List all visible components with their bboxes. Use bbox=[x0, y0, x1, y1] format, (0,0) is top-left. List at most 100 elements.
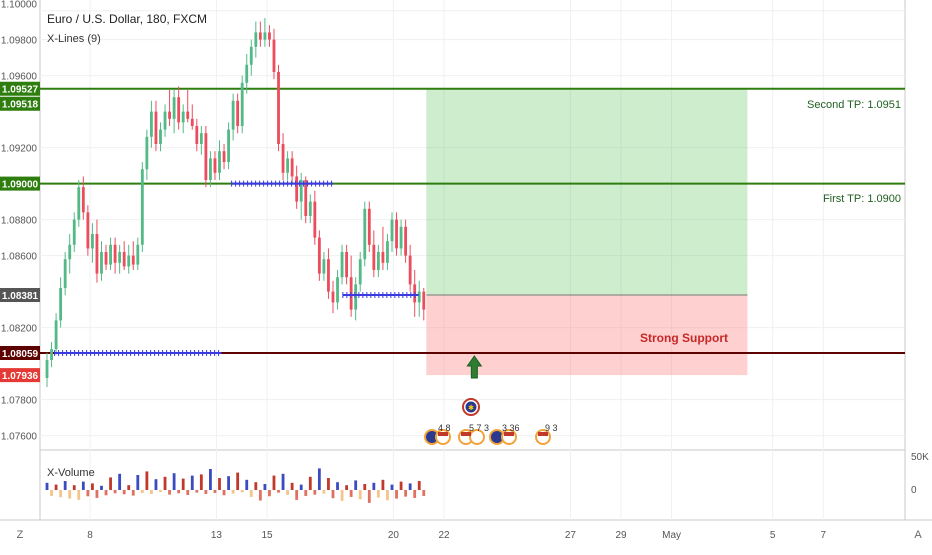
candle-body bbox=[45, 360, 49, 378]
volume-bar bbox=[131, 490, 135, 496]
volume-bar bbox=[240, 490, 244, 493]
volume-bar bbox=[177, 490, 181, 494]
volume-bar bbox=[322, 490, 326, 494]
candle-body bbox=[390, 219, 394, 242]
price-axis-highlights: 1.09527 1.09518 1.09000 1.08381 1.08059 1.079… bbox=[0, 81, 40, 383]
candle-body bbox=[322, 259, 326, 274]
zoom-button[interactable]: Z bbox=[17, 529, 24, 541]
volume-bar bbox=[381, 479, 385, 490]
candle-body bbox=[281, 144, 285, 173]
candle-body bbox=[258, 32, 262, 40]
volume-bar bbox=[422, 490, 426, 496]
volume-bar bbox=[109, 477, 112, 490]
volume-bar bbox=[304, 490, 308, 496]
price-highlight-label: 1.08059 bbox=[2, 349, 39, 360]
event-group-4[interactable]: 9 3 bbox=[535, 423, 558, 445]
candle bbox=[118, 244, 122, 274]
candle bbox=[122, 241, 126, 270]
volume-bar bbox=[336, 482, 339, 490]
volume-bar bbox=[363, 484, 367, 490]
candle-body bbox=[290, 158, 294, 177]
volume-bar bbox=[81, 481, 85, 490]
grid bbox=[40, 0, 905, 520]
candle-body bbox=[295, 176, 299, 202]
volume-bar bbox=[195, 490, 199, 493]
candle bbox=[417, 280, 421, 317]
volume-bar bbox=[268, 490, 271, 497]
candle-body bbox=[136, 244, 140, 265]
volume-bar bbox=[77, 490, 81, 500]
candle-body bbox=[100, 252, 103, 274]
price-highlight: 1.08381 bbox=[0, 288, 40, 303]
volume-bar bbox=[277, 490, 280, 493]
volume-bar bbox=[104, 490, 108, 496]
candle bbox=[231, 93, 235, 141]
candle-body bbox=[145, 136, 149, 170]
candle-body bbox=[213, 158, 217, 173]
candle bbox=[245, 54, 249, 94]
volume-bar bbox=[227, 476, 230, 490]
candle-body bbox=[286, 158, 290, 173]
candle bbox=[204, 126, 208, 188]
event-marker-eu[interactable]: ✱ bbox=[462, 398, 480, 416]
candle bbox=[50, 342, 53, 368]
candle bbox=[258, 21, 262, 47]
volume-bar bbox=[68, 490, 72, 499]
candle bbox=[404, 219, 408, 263]
candle-body bbox=[404, 226, 408, 256]
candle bbox=[131, 241, 135, 270]
candle bbox=[77, 180, 81, 227]
candle bbox=[213, 151, 217, 180]
price-tick: 1.09800 bbox=[1, 36, 38, 47]
candle-body bbox=[367, 208, 371, 245]
economic-event-markers[interactable]: ✱ 4 8 5 7 3 3 36 bbox=[424, 398, 558, 445]
volume-bar bbox=[417, 481, 421, 490]
volume-bar bbox=[254, 482, 258, 490]
long-signal-arrow-icon bbox=[466, 355, 483, 379]
volume-bar bbox=[50, 490, 53, 496]
volume-bar bbox=[367, 490, 371, 503]
candle-body bbox=[150, 111, 153, 137]
volume-bar bbox=[172, 473, 176, 490]
candle-body bbox=[104, 252, 108, 265]
candle-body bbox=[345, 252, 349, 278]
candle bbox=[290, 151, 294, 184]
event-group-1-label: 4 8 bbox=[438, 423, 451, 433]
price-axis: 1.10000 1.09800 1.09600 1.09200 1.08800 1.086… bbox=[1, 0, 38, 443]
event-group-3[interactable]: 3 36 bbox=[489, 423, 520, 445]
volume-bar bbox=[113, 490, 117, 494]
auto-scale-button[interactable]: A bbox=[914, 529, 922, 541]
volume-bar bbox=[100, 485, 103, 490]
candle-body bbox=[218, 151, 221, 173]
price-highlight-bg bbox=[0, 368, 40, 383]
candle bbox=[386, 234, 389, 270]
volume-bar bbox=[163, 476, 167, 490]
volume-bar bbox=[59, 490, 63, 498]
candle bbox=[263, 18, 267, 47]
volume-bar bbox=[72, 485, 76, 490]
candle bbox=[227, 122, 230, 170]
candle-body bbox=[154, 111, 158, 144]
candle bbox=[277, 64, 280, 152]
candle bbox=[59, 277, 63, 328]
time-tick: 5 bbox=[770, 530, 776, 541]
event-group-2[interactable]: 5 7 3 bbox=[458, 423, 489, 445]
candle bbox=[199, 126, 203, 155]
candle bbox=[186, 90, 190, 123]
candle bbox=[109, 237, 112, 270]
time-tick: 13 bbox=[211, 530, 223, 541]
volume-bar bbox=[213, 490, 217, 493]
candle bbox=[345, 244, 349, 285]
svg-text:✱: ✱ bbox=[468, 404, 474, 412]
volume-bar bbox=[399, 481, 403, 490]
candle bbox=[299, 172, 303, 220]
volume-bar bbox=[386, 490, 389, 501]
candle bbox=[422, 288, 426, 321]
x-line-0 bbox=[54, 349, 222, 356]
time-tick: 29 bbox=[615, 530, 627, 541]
candle bbox=[295, 165, 299, 209]
price-tick: 1.09600 bbox=[1, 72, 38, 83]
event-group-1[interactable]: 4 8 bbox=[424, 423, 451, 445]
candle bbox=[154, 100, 158, 152]
